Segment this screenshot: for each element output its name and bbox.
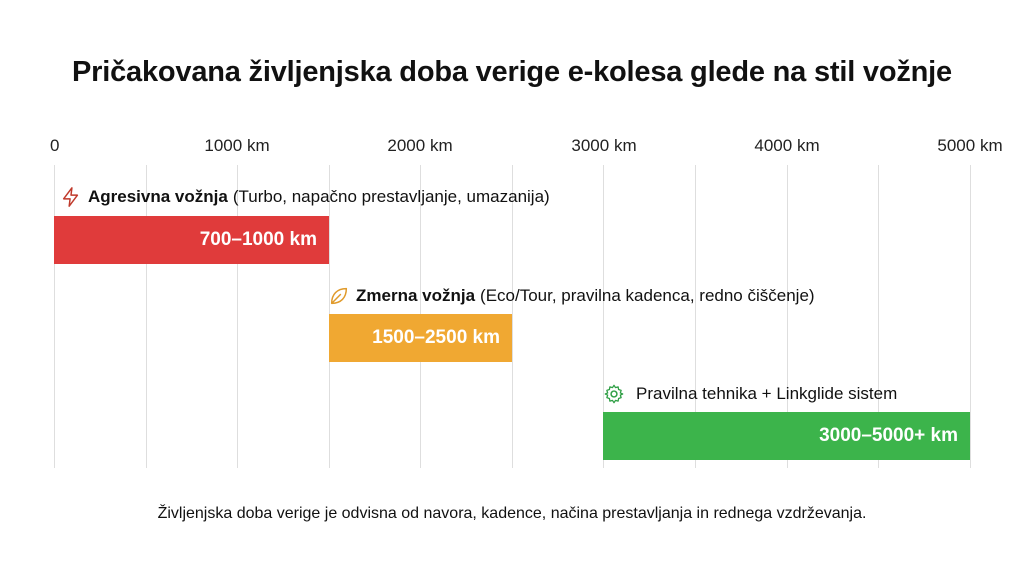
series-label-proper-technique: Pravilna tehnika + Linkglide sistem: [603, 383, 897, 405]
x-tick-5000: 5000 km: [937, 136, 1003, 155]
bar-value-label: 3000–5000+ km: [819, 425, 958, 446]
bar-proper-technique: 3000–5000+ km: [603, 412, 970, 460]
series-name: Agresivna vožnja: [88, 187, 228, 206]
x-tick-2000: 2000 km: [387, 136, 453, 155]
bar-moderate: 1500–2500 km: [329, 314, 512, 362]
gridline: [787, 165, 788, 468]
series-detail: Pravilna tehnika + Linkglide sistem: [636, 384, 898, 403]
gridline: [54, 165, 55, 468]
bar-value-label: 1500–2500 km: [372, 327, 500, 348]
lightning-icon: [60, 186, 82, 208]
chart-title: Pričakovana življenjska doba verige e-ko…: [72, 56, 952, 88]
bar-aggressive: 700–1000 km: [54, 216, 329, 264]
bar-value-label: 700–1000 km: [199, 229, 317, 250]
x-tick-3000: 3000 km: [571, 136, 637, 155]
x-tick-1000: 1000 km: [204, 136, 270, 155]
gridline: [970, 165, 971, 468]
x-tick-0: 0: [50, 136, 60, 155]
gridline: [146, 165, 147, 468]
gridline: [695, 165, 696, 468]
series-label-aggressive: Agresivna vožnja (Turbo, napačno prestav…: [60, 186, 550, 208]
gridline: [603, 165, 604, 468]
leaf-icon: [328, 285, 350, 307]
gridline: [878, 165, 879, 468]
gridline: [237, 165, 238, 468]
series-detail: (Eco/Tour, pravilna kadenca, redno čišče…: [480, 286, 815, 305]
gridline: [512, 165, 513, 468]
series-label-moderate: Zmerna vožnja (Eco/Tour, pravilna kadenc…: [328, 285, 815, 307]
x-tick-4000: 4000 km: [754, 136, 820, 155]
series-name: Zmerna vožnja: [356, 286, 476, 305]
gear-icon: [603, 383, 625, 405]
series-detail: (Turbo, napačno prestavljanje, umazanija…: [232, 187, 550, 206]
footnote: Življenjska doba verige je odvisna od na…: [157, 505, 867, 522]
